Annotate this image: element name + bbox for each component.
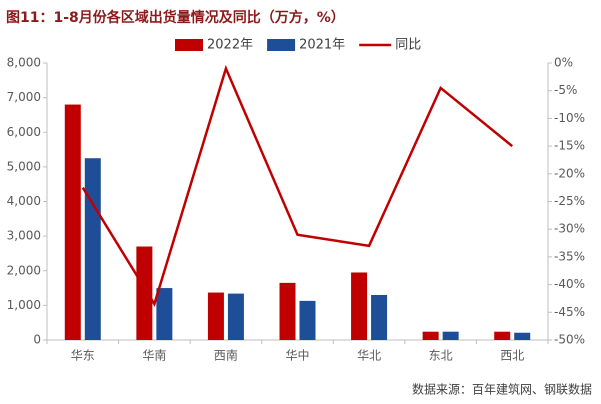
legend-swatch (267, 39, 296, 51)
source-note: 数据来源：百年建筑网、钢联数据 (412, 382, 592, 397)
legend-label: 2021年 (299, 38, 345, 53)
y2-tick-label: -30% (554, 222, 585, 236)
y-tick-label: 4,000 (7, 194, 41, 208)
y-tick-label: 6,000 (7, 125, 41, 139)
bar (494, 331, 511, 340)
bar (422, 331, 439, 340)
y2-tick-label: -35% (554, 249, 585, 263)
y-tick-label: 7,000 (7, 90, 41, 104)
y2-tick-label: -40% (554, 277, 585, 291)
bar (136, 246, 153, 340)
y-tick-label: 2,000 (7, 263, 41, 277)
legend-label: 2022年 (207, 38, 253, 53)
bar (227, 293, 244, 340)
y2-tick-label: -45% (554, 305, 585, 319)
bar (351, 272, 368, 340)
bar (514, 332, 531, 340)
y-tick-label: 8,000 (7, 56, 41, 70)
y2-tick-label: -15% (554, 139, 585, 153)
legend-swatch (175, 39, 203, 51)
bar (64, 104, 81, 340)
y-tick-label: 3,000 (7, 229, 41, 243)
x-tick-label: 华北 (357, 349, 381, 363)
x-tick-label: 西北 (500, 349, 524, 363)
y2-tick-label: -10% (554, 111, 585, 125)
bar (84, 158, 101, 340)
bar (299, 300, 316, 340)
legend-label: 同比 (395, 38, 421, 53)
y2-tick-label: 0% (554, 56, 573, 70)
bar (279, 282, 296, 340)
y2-tick-label: -20% (554, 166, 585, 180)
y-tick-label: 5,000 (7, 159, 41, 173)
y-tick-label: 0 (33, 333, 41, 347)
x-tick-label: 东北 (429, 349, 453, 363)
bar (442, 331, 459, 340)
bar (156, 288, 173, 340)
bar (371, 294, 388, 340)
x-tick-label: 华南 (142, 348, 166, 363)
bar (207, 292, 224, 340)
y2-tick-label: -50% (554, 333, 585, 347)
y2-tick-label: -5% (554, 83, 577, 97)
x-tick-label: 华东 (71, 349, 95, 363)
y-tick-label: 1,000 (7, 298, 41, 312)
y2-tick-label: -25% (554, 194, 585, 208)
chart-title: 图11：1-8月份各区域出货量情况及同比（万方，%） (6, 9, 345, 26)
line (81, 64, 514, 308)
x-tick-label: 华中 (285, 348, 309, 363)
x-tick-label: 西南 (214, 348, 238, 363)
